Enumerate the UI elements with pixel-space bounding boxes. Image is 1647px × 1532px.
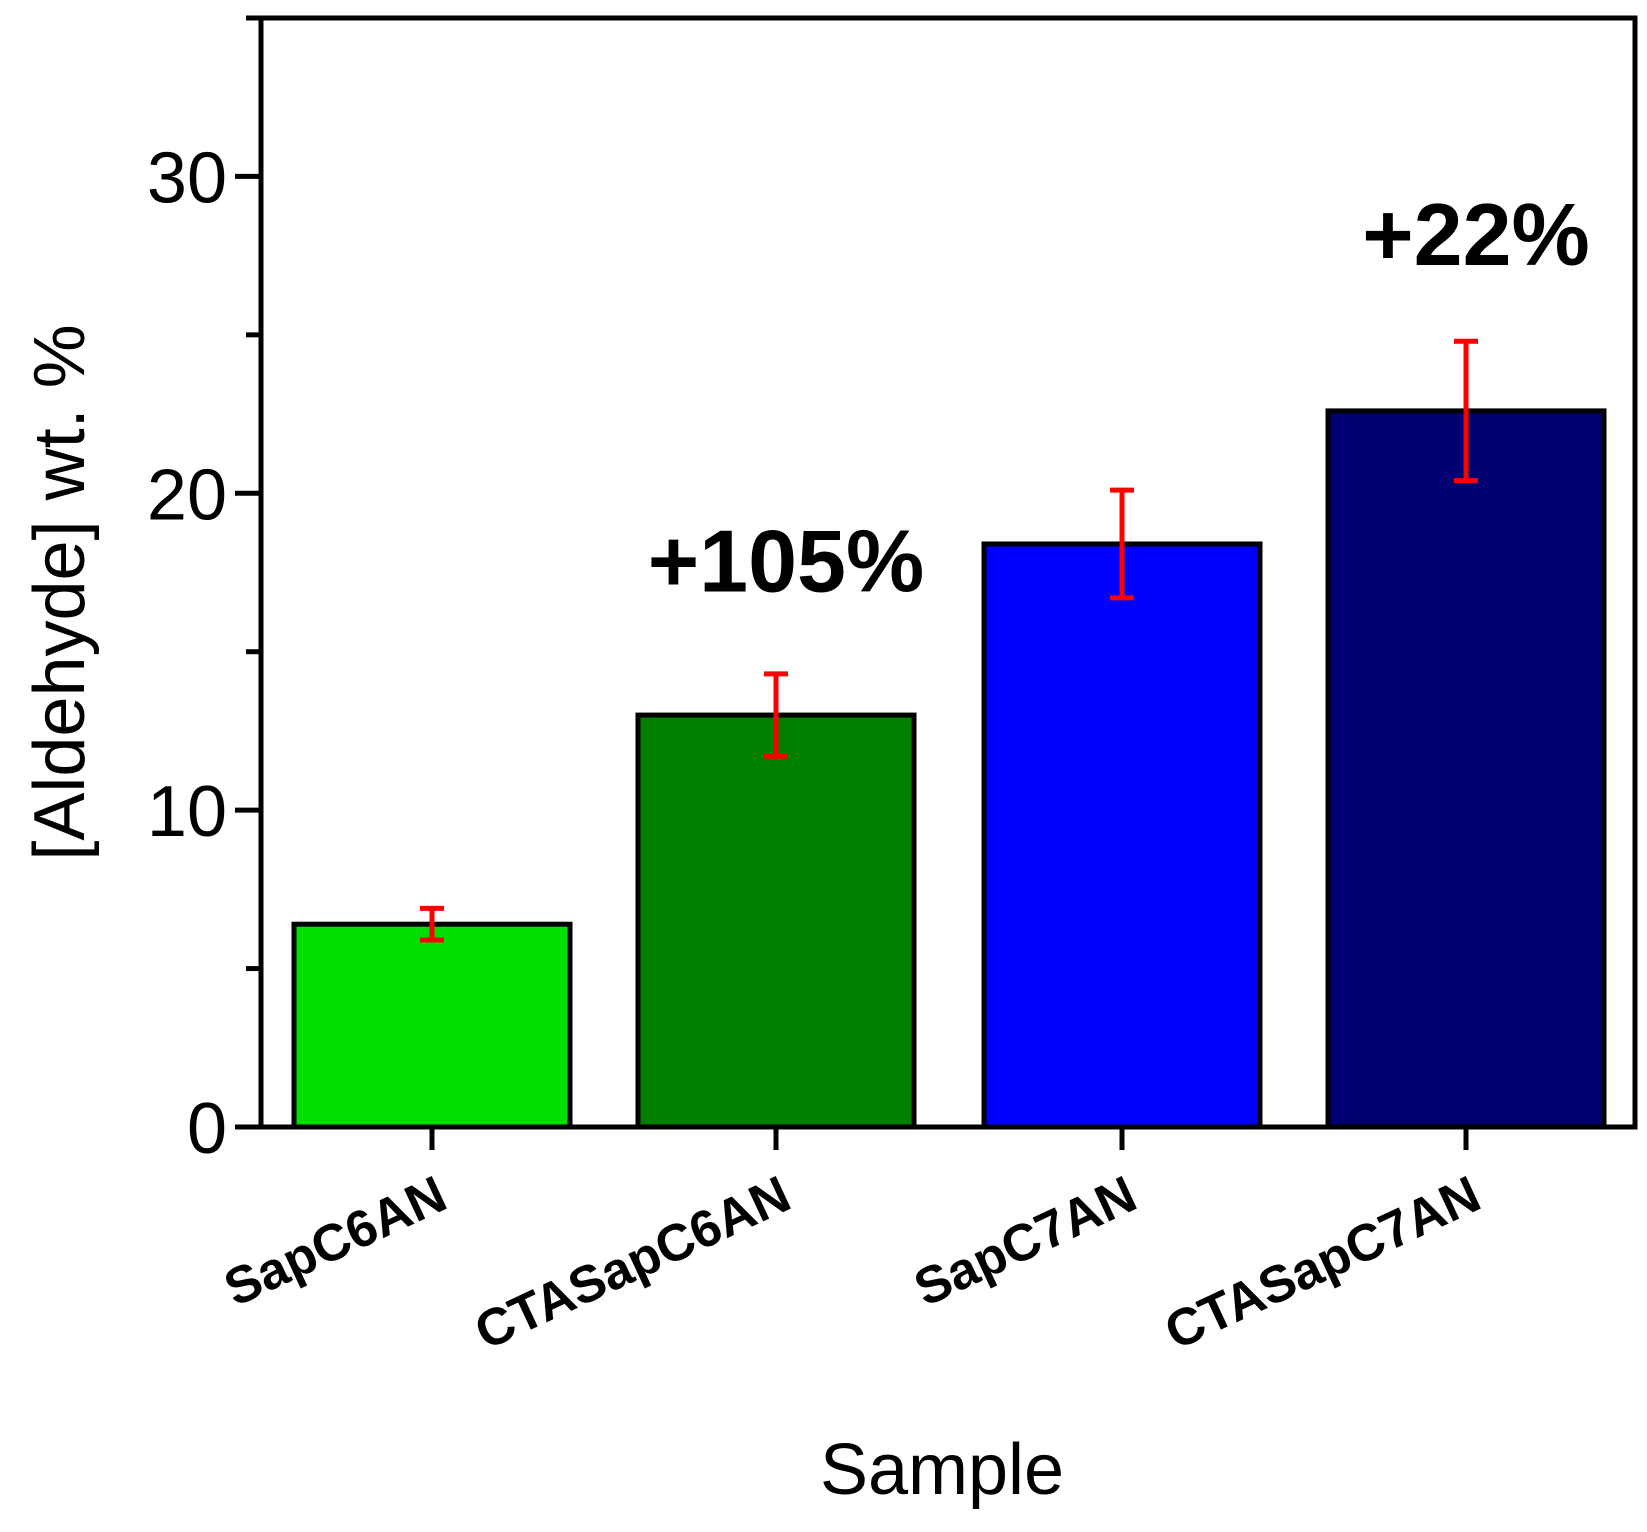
x-tick-label: SapC7AN	[906, 1165, 1145, 1318]
annotation-CTASapC7AN: +22%	[1362, 185, 1590, 284]
error-bar-SapC7AN	[1110, 487, 1134, 601]
error-bars-group	[420, 338, 1478, 943]
y-tick-label: 0	[187, 1089, 227, 1169]
y-tick-label: 30	[147, 138, 227, 218]
bar-CTASapC7AN	[1325, 408, 1607, 1130]
y-axis: 0 10 20 30	[147, 15, 261, 1169]
x-tick-label: SapC6AN	[216, 1165, 455, 1318]
annotations-group: +105% +22%	[648, 185, 1590, 610]
error-bar-CTASapC6AN	[764, 671, 788, 759]
x-tick-label: CTASapC6AN	[466, 1165, 799, 1361]
bar-SapC7AN	[981, 541, 1263, 1130]
plot-frame	[258, 15, 1638, 1130]
x-axis: SapC6AN CTASapC6AN SapC7AN CTASapC7AN	[216, 1127, 1489, 1362]
bar-CTASapC6AN	[635, 712, 917, 1130]
bar-SapC6AN	[291, 921, 573, 1130]
x-axis-title: Sample	[820, 1430, 1064, 1510]
y-tick-label: 10	[147, 772, 227, 852]
error-bar-SapC6AN	[420, 905, 444, 943]
y-tick-label: 20	[147, 455, 227, 535]
error-bar-CTASapC7AN	[1454, 338, 1478, 484]
x-tick-label: CTASapC7AN	[1156, 1165, 1489, 1361]
bars-group	[291, 408, 1607, 1130]
annotation-CTASapC6AN: +105%	[648, 512, 924, 611]
y-axis-title: [Aldehyde] wt. %	[20, 324, 100, 860]
